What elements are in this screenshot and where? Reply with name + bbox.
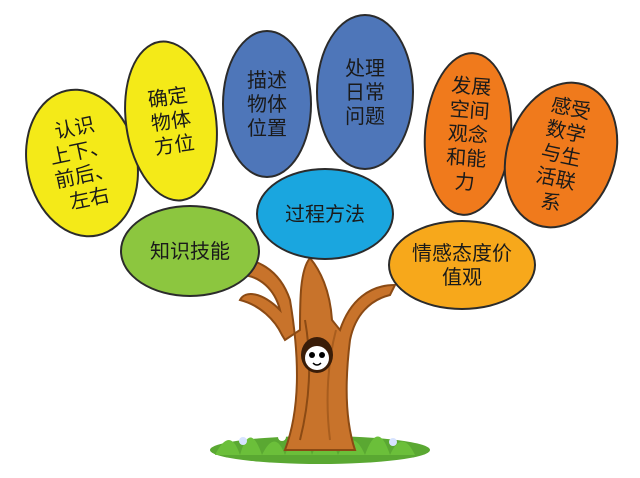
node-emotion-label: 情感态度价 值观 bbox=[412, 241, 512, 289]
leaf-daily-label: 处理 日常 问题 bbox=[345, 56, 385, 128]
owl-in-hole-icon bbox=[301, 337, 333, 373]
node-knowledge-label: 知识技能 bbox=[150, 239, 230, 263]
leaf-describe-label: 描述 物体 位置 bbox=[247, 68, 287, 140]
leaf-describe-position: 描述 物体 位置 bbox=[222, 30, 312, 178]
leaf-life-label: 感受 数学 与生 活联 系 bbox=[533, 92, 594, 216]
leaf-spatial-label: 发展 空间 观念 和能 力 bbox=[445, 72, 493, 195]
flower-icon bbox=[239, 428, 397, 446]
leaf-daily-problems: 处理 日常 问题 bbox=[316, 14, 414, 170]
node-process-label: 过程方法 bbox=[285, 202, 365, 226]
leaf-locate-label: 确定 物体 方位 bbox=[146, 82, 196, 160]
leaf-recognize-label: 认识 上下、 前后、 左右 bbox=[47, 111, 117, 215]
node-process-methods: 过程方法 bbox=[256, 168, 394, 260]
node-emotion-values: 情感态度价 值观 bbox=[388, 220, 536, 310]
node-knowledge-skills: 知识技能 bbox=[120, 205, 260, 297]
